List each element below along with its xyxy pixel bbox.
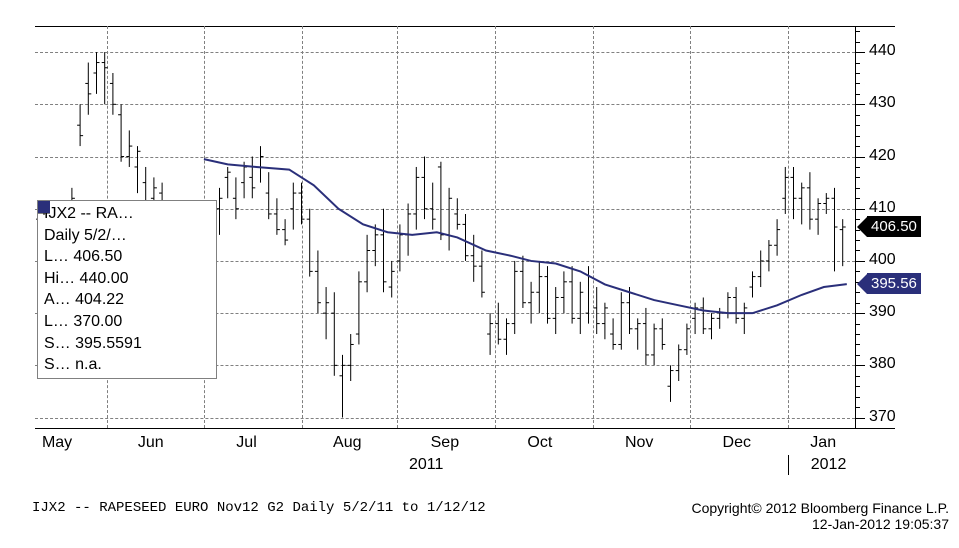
- footer-right: Copyright© 2012 Bloomberg Finance L.P. 1…: [691, 500, 949, 532]
- month-label: May: [42, 434, 72, 452]
- legend-row: Hi… 440.00: [44, 268, 210, 290]
- month-label: Aug: [333, 434, 361, 452]
- year-separator: [788, 455, 789, 475]
- month-label: Jan: [810, 434, 836, 452]
- month-label: Sep: [431, 434, 459, 452]
- legend-row: Daily 5/2/…: [44, 225, 210, 247]
- legend-row: L… 406.50: [44, 246, 210, 268]
- price-flag: 406.50: [867, 216, 921, 237]
- year-label: 2012: [811, 456, 847, 474]
- legend-row: L… 370.00: [44, 311, 210, 333]
- legend-box: IJX2 -- RA…Daily 5/2/… L… 406.50 Hi… 440…: [37, 200, 217, 379]
- legend-row: S… 395.5591: [44, 333, 210, 355]
- month-label: Jul: [236, 434, 256, 452]
- legend-row: A… 404.22: [44, 289, 210, 311]
- price-flag: 395.56: [867, 273, 921, 294]
- copyright: Copyright© 2012 Bloomberg Finance L.P.: [691, 500, 949, 516]
- footer-left: IJX2 -- RAPESEED EURO Nov12 G2 Daily 5/2…: [32, 500, 486, 516]
- year-label: 2011: [409, 456, 443, 474]
- month-label: Jun: [138, 434, 164, 452]
- legend-row: IJX2 -- RA…: [44, 203, 210, 225]
- chart-container: 370380390400410420430440 406.50395.56 Ma…: [0, 0, 959, 548]
- legend-row: S… n.a.: [44, 354, 210, 376]
- month-label: Oct: [527, 434, 552, 452]
- month-label: Nov: [625, 434, 653, 452]
- month-label: Dec: [723, 434, 751, 452]
- timestamp: 12-Jan-2012 19:05:37: [691, 516, 949, 532]
